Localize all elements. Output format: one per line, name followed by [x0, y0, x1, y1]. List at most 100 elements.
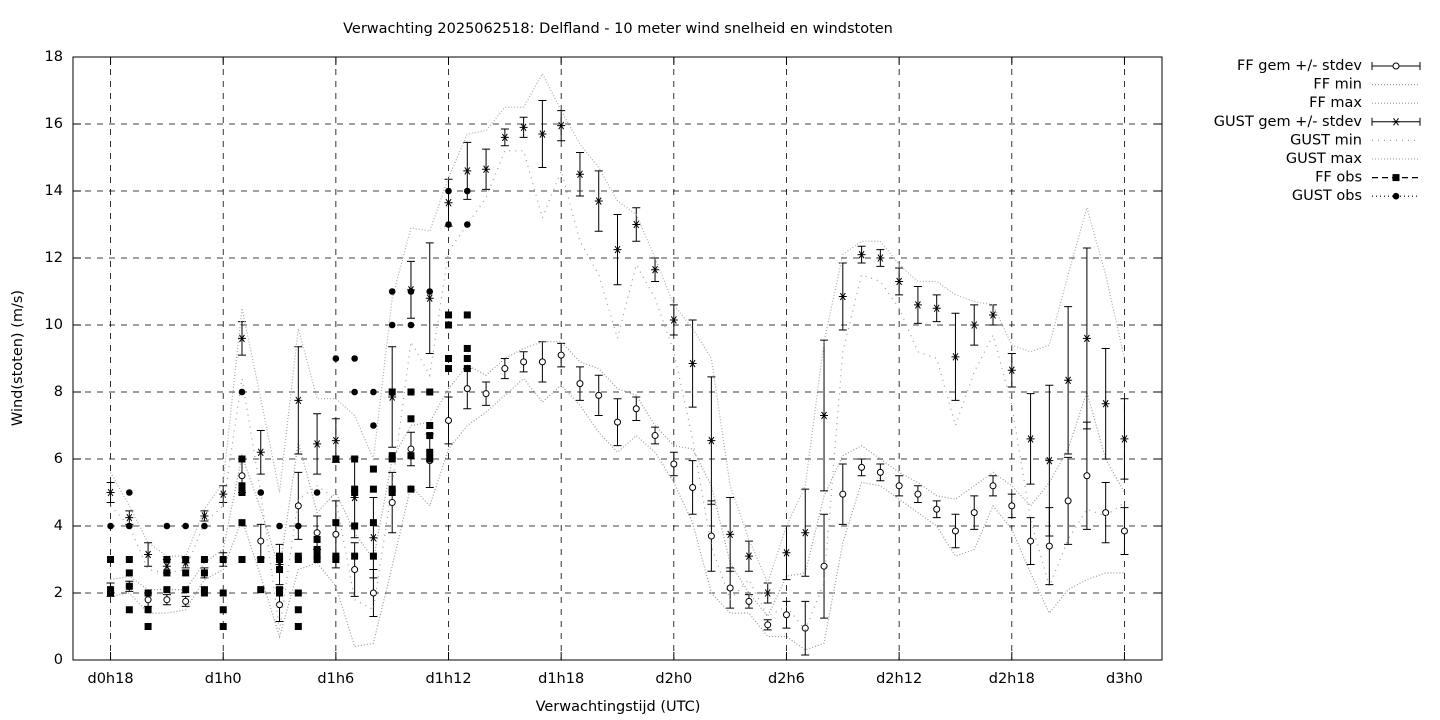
circle-marker [369, 589, 377, 597]
y-tick-label: 0 [54, 652, 63, 668]
dot-marker [463, 221, 471, 228]
circle-marker [482, 390, 490, 398]
x-tick-label: d1h18 [538, 671, 584, 687]
star-marker [1007, 366, 1016, 375]
square-marker [125, 606, 133, 614]
square-marker [238, 455, 246, 463]
square-marker [351, 522, 359, 530]
star-marker [782, 549, 791, 557]
square-marker [463, 311, 471, 319]
dot-marker [276, 522, 283, 530]
square-marker [125, 556, 133, 563]
star-marker [256, 448, 265, 457]
circle-marker [445, 416, 453, 424]
star-marker [763, 589, 772, 597]
x-axis-label: Verwachtingstijd (UTC) [536, 699, 701, 715]
square-marker [163, 556, 171, 563]
square-marker [369, 552, 377, 560]
dot-marker [163, 522, 171, 530]
dot-marker [238, 489, 246, 496]
dot-marker [295, 522, 302, 530]
x-tick-label: d0h18 [88, 671, 134, 687]
square-marker [463, 355, 471, 362]
square-marker [163, 586, 171, 594]
dot-marker [426, 288, 434, 295]
square-marker [219, 623, 227, 630]
dot-marker [332, 355, 340, 362]
star-marker [594, 197, 603, 205]
y-tick-label: 12 [45, 250, 63, 266]
square-marker [388, 388, 396, 396]
circle-marker [351, 566, 359, 574]
square-marker [182, 556, 190, 563]
circle-marker [745, 597, 753, 605]
circle-marker [1027, 537, 1035, 545]
square-marker [276, 556, 284, 563]
square-marker [332, 556, 340, 563]
star-marker [1082, 334, 1091, 343]
legend-label: FF min [1313, 77, 1362, 93]
circle-marker [801, 624, 809, 632]
square-marker [426, 422, 434, 429]
circle-marker [332, 530, 340, 538]
dot-marker [388, 288, 396, 295]
square-marker [219, 589, 227, 597]
star-marker [838, 292, 847, 301]
star-marker [444, 198, 453, 207]
square-marker [125, 582, 133, 590]
square-marker [200, 569, 208, 577]
square-marker [200, 556, 208, 563]
square-marker [107, 589, 115, 597]
square-marker [388, 455, 396, 463]
star-marker [237, 334, 246, 343]
square-marker [1392, 174, 1400, 182]
dot-marker [351, 388, 358, 396]
circle-marker [520, 358, 528, 366]
chart-title: Verwachting 2025062518: Delfland - 10 me… [343, 21, 893, 37]
square-marker [463, 365, 471, 373]
star-marker [932, 304, 941, 313]
dot-marker [407, 321, 415, 329]
star-marker [144, 550, 153, 559]
circle-marker [632, 405, 640, 413]
circle-marker [1008, 502, 1016, 510]
dot-marker [238, 388, 246, 396]
circle-marker [970, 509, 978, 517]
square-marker [445, 311, 453, 319]
dot-marker [445, 221, 452, 228]
legend-marker [1392, 118, 1400, 126]
square-marker [407, 415, 415, 423]
square-marker [332, 455, 340, 463]
circle-marker [951, 527, 959, 535]
star-marker [369, 533, 378, 542]
square-marker [144, 589, 152, 597]
square-marker [238, 556, 246, 563]
square-marker [294, 606, 302, 614]
circle-marker [876, 468, 884, 476]
square-marker [351, 455, 359, 463]
star-marker [857, 250, 866, 259]
x-tick-label: d3h0 [1106, 671, 1143, 687]
star-marker [989, 311, 998, 319]
y-tick-label: 2 [54, 585, 63, 601]
circle-marker [707, 532, 715, 540]
circle-marker [276, 601, 284, 609]
dot-marker [295, 589, 302, 597]
square-marker [369, 485, 377, 493]
star-marker [557, 121, 566, 130]
square-marker [445, 365, 453, 373]
square-marker [332, 519, 340, 527]
circle-marker [1083, 472, 1091, 480]
circle-marker [501, 365, 509, 373]
star-marker [726, 530, 735, 539]
circle-marker [313, 529, 321, 537]
star-marker [895, 277, 904, 286]
y-tick-label: 14 [45, 183, 63, 199]
star-marker [820, 411, 829, 420]
star-marker [482, 165, 491, 174]
y-tick-label: 10 [45, 317, 63, 333]
circle-marker [538, 358, 546, 366]
legend-label: GUST obs [1292, 188, 1362, 204]
